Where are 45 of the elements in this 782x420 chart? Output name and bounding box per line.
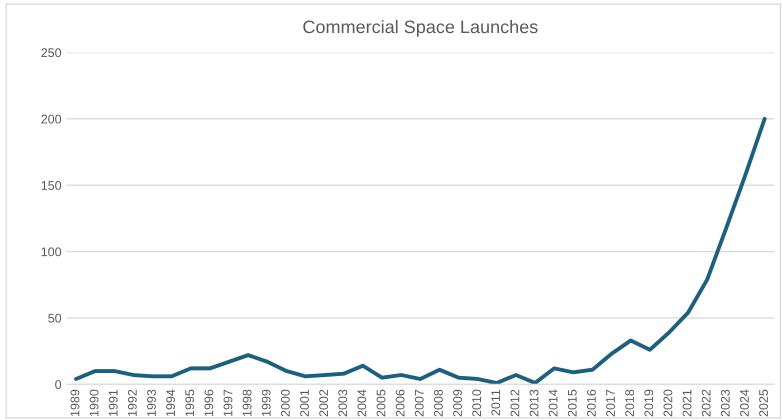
y-tick-label: 0 [55, 380, 62, 389]
x-tick-label: 2013 [530, 390, 538, 416]
y-tick-label: 150 [42, 181, 62, 190]
x-tick-label: 1989 [70, 390, 80, 416]
x-tick-label: 1990 [90, 390, 99, 416]
x-tick-label: 2018 [625, 390, 634, 416]
x-tick-label: 2006 [396, 390, 405, 416]
x-tick-label: 2024 [740, 390, 749, 416]
x-tick-label: 2007 [414, 390, 424, 416]
x-tick-label: 2005 [376, 390, 386, 416]
x-tick-label: 1997 [224, 390, 232, 416]
x-tick-label: 1994 [166, 390, 176, 416]
line-series [74, 116, 767, 384]
x-tick-label: 1991 [108, 390, 118, 416]
x-tick-label: 2019 [644, 390, 654, 416]
x-tick-label: 1996 [204, 390, 214, 416]
x-tick-label: 2010 [472, 390, 482, 416]
x-tick-label: 2000 [280, 390, 290, 416]
y-tick-label: 200 [41, 114, 62, 124]
x-tick-label: 2025 [759, 390, 768, 416]
x-tick-label: 2023 [720, 390, 730, 416]
x-tick-label: 1995 [185, 390, 194, 416]
y-tick-label: 50 [48, 314, 62, 323]
x-tick-label: 2015 [568, 390, 577, 416]
x-tick-label: 2011 [491, 390, 500, 416]
x-tick-label: 2020 [663, 390, 672, 416]
y-tick-label: 100 [42, 247, 62, 256]
x-tick-label: 2002 [319, 390, 328, 416]
x-tick-label: 1993 [147, 390, 156, 416]
x-tick-label: 2017 [606, 390, 615, 416]
x-tick-label: 2008 [434, 390, 443, 416]
x-tick-label: 1999 [262, 390, 271, 416]
x-tick-label: 1998 [242, 390, 252, 416]
x-tick-label: 1992 [128, 390, 137, 416]
x-tick-label: 2016 [586, 390, 596, 416]
x-tick-label: 2014 [548, 390, 558, 416]
x-tick-label: 2021 [682, 390, 692, 416]
x-tick-label: 2003 [338, 390, 348, 416]
x-tick-label: 2001 [300, 390, 309, 416]
x-tick-label: 2004 [357, 390, 366, 416]
y-tick-label: 250 [41, 48, 62, 58]
x-tick-label: 2012 [510, 390, 520, 416]
chart-title: Commercial Space Launches [303, 20, 538, 37]
x-tick-label: 2009 [453, 390, 462, 416]
x-tick-label: 2022 [702, 390, 711, 416]
